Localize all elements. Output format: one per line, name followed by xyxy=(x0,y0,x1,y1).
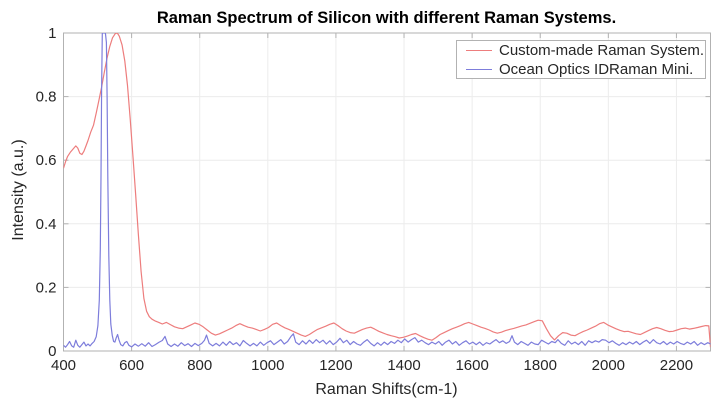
x-tick-label: 2000 xyxy=(592,357,625,374)
x-tick-label: 800 xyxy=(187,357,212,374)
x-axis-label: Raman Shifts(cm-1) xyxy=(315,381,458,398)
red-series-line xyxy=(63,33,711,348)
x-tick-label: 400 xyxy=(51,357,76,374)
x-tick-label: 1800 xyxy=(524,357,557,374)
legend-entry-custom: Custom-made Raman System. xyxy=(457,41,705,60)
chart-title: Raman Spectrum of Silicon with different… xyxy=(156,9,617,27)
tick-marks xyxy=(63,32,711,352)
y-axis-label: Intensity (a.u.) xyxy=(10,139,27,241)
y-tick-label: 0 xyxy=(48,343,56,360)
x-tick-labels: 400 600 800 1000 1200 1400 1600 1800 2000 2200 xyxy=(51,357,693,374)
red-line-swatch xyxy=(466,49,492,51)
x-tick-label: 1000 xyxy=(251,357,284,374)
x-tick-label: 600 xyxy=(119,357,144,374)
y-tick-label: 0.8 xyxy=(36,89,57,106)
blue-series-line xyxy=(63,33,711,348)
x-tick-label: 2200 xyxy=(660,357,693,374)
legend-entry-ocean: Ocean Optics IDRaman Mini. xyxy=(457,60,705,79)
y-tick-label: 0.6 xyxy=(36,152,57,169)
y-tick-label: 1 xyxy=(48,25,56,42)
legend: Custom-made Raman System. Ocean Optics I… xyxy=(456,40,706,79)
legend-label-ocean: Ocean Optics IDRaman Mini. xyxy=(499,60,694,78)
legend-label-custom: Custom-made Raman System. xyxy=(499,41,705,59)
x-tick-label: 1400 xyxy=(387,357,420,374)
x-tick-label: 1200 xyxy=(319,357,352,374)
grid-lines xyxy=(63,33,711,351)
y-tick-labels: 0 0.2 0.4 0.6 0.8 1 xyxy=(36,25,57,360)
x-tick-label: 1600 xyxy=(455,357,488,374)
y-tick-label: 0.2 xyxy=(36,279,57,296)
y-tick-label: 0.4 xyxy=(36,216,57,233)
axis-box xyxy=(63,32,711,352)
blue-line-swatch xyxy=(466,68,492,70)
